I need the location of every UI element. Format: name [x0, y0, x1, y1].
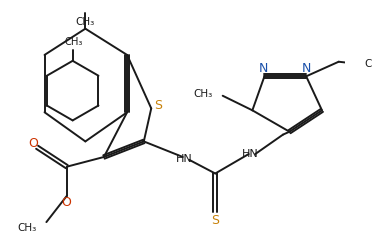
Text: S: S — [154, 99, 162, 112]
Text: O: O — [28, 137, 38, 150]
Text: N: N — [259, 62, 269, 75]
Text: CH₃: CH₃ — [364, 59, 372, 69]
Text: CH₃: CH₃ — [17, 223, 36, 233]
Text: CH₃: CH₃ — [64, 37, 83, 47]
Text: O: O — [61, 196, 71, 209]
Text: CH₃: CH₃ — [76, 17, 95, 27]
Text: HN: HN — [242, 149, 259, 159]
Text: N: N — [302, 62, 312, 75]
Text: HN: HN — [176, 154, 193, 164]
Text: CH₃: CH₃ — [193, 89, 212, 99]
Text: S: S — [211, 214, 219, 227]
